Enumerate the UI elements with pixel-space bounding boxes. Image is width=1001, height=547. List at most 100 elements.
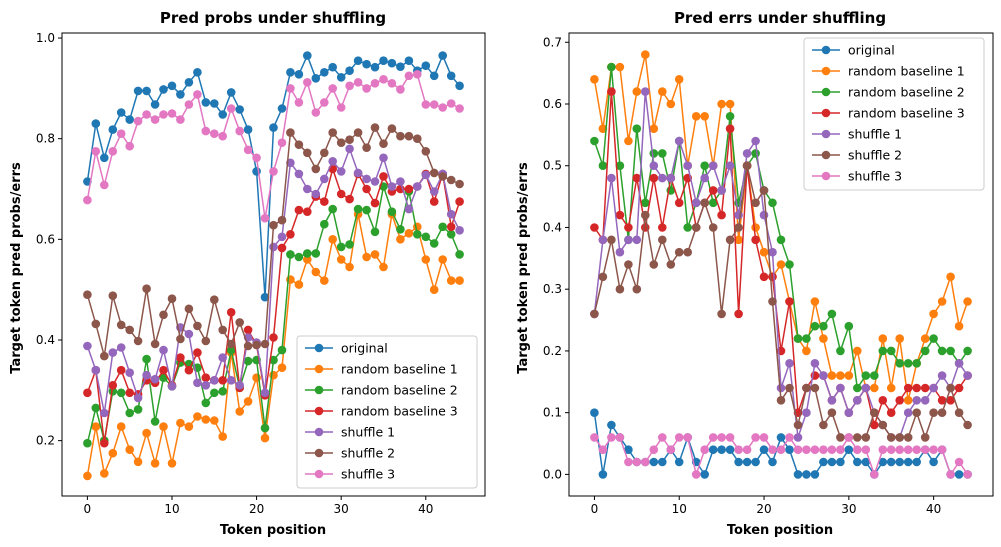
right-data-point	[836, 457, 845, 467]
right-data-point	[912, 457, 921, 467]
left-data-point	[193, 68, 202, 77]
right-data-point	[759, 247, 769, 257]
right-data-point	[895, 445, 904, 455]
left-data-point	[429, 71, 439, 81]
left-data-point	[286, 68, 295, 77]
left-data-point	[269, 333, 278, 342]
right-data-point	[810, 445, 820, 455]
right-data-point	[759, 210, 769, 220]
right-data-point	[819, 420, 828, 430]
right-series-shuffle-2	[590, 161, 972, 442]
right-data-point	[878, 445, 888, 455]
right-data-point	[937, 408, 947, 418]
right-data-point	[903, 383, 913, 393]
left-data-point	[320, 197, 329, 206]
left-data-point	[277, 363, 287, 373]
right-data-point	[895, 359, 904, 368]
right-data-point	[598, 272, 608, 282]
right-data-point	[895, 334, 904, 343]
right-data-point	[674, 247, 684, 257]
left-data-point	[387, 79, 397, 88]
left-data-point	[243, 325, 253, 335]
right-data-point	[802, 346, 811, 356]
right-data-point	[717, 433, 726, 442]
left-x-axis-label: Token position	[220, 523, 326, 538]
left-data-point	[345, 66, 354, 75]
right-data-point	[920, 346, 930, 356]
right-data-point	[785, 383, 794, 393]
right-data-point	[963, 420, 972, 430]
left-data-point	[108, 147, 118, 156]
left-data-point	[446, 276, 456, 285]
right-data-point	[827, 445, 837, 455]
right-data-point	[853, 433, 862, 442]
left-data-point	[133, 457, 143, 467]
right-axes-frame	[568, 32, 994, 497]
left-data-point	[429, 285, 439, 295]
right-data-point	[954, 359, 964, 368]
right-data-point	[708, 445, 718, 455]
right-data-point	[886, 445, 896, 455]
left-data-point	[108, 291, 118, 301]
right-data-point	[666, 445, 676, 455]
right-data-point	[708, 433, 718, 442]
left-data-point	[421, 100, 431, 109]
right-data-point	[751, 149, 760, 158]
left-data-point	[286, 84, 295, 93]
right-data-point	[768, 272, 777, 282]
left-data-point	[125, 368, 134, 378]
right-data-point	[836, 445, 845, 455]
left-data-point	[421, 255, 431, 264]
left-data-point	[108, 348, 118, 357]
left-data-point	[294, 140, 304, 149]
left-data-point	[446, 222, 456, 232]
left-data-point	[193, 348, 202, 357]
right-data-point	[802, 445, 811, 455]
right-data-point	[819, 321, 828, 331]
right-data-point	[674, 433, 684, 442]
left-data-point	[362, 205, 371, 215]
left-data-point	[218, 387, 227, 396]
right-data-point	[776, 235, 786, 245]
right-data-point	[819, 457, 828, 467]
right-series-line	[593, 436, 969, 478]
left-data-point	[133, 405, 143, 414]
right-data-point	[717, 309, 726, 319]
right-data-point	[717, 186, 726, 195]
left-data-point	[345, 240, 354, 249]
left-data-point	[404, 229, 414, 238]
right-data-point	[742, 445, 752, 455]
left-data-point	[311, 108, 321, 117]
right-data-point	[607, 433, 616, 442]
right-data-point	[590, 136, 599, 146]
right-data-point	[836, 346, 845, 356]
right-legend-item: original	[812, 43, 895, 58]
right-data-point	[649, 124, 659, 133]
right-data-point	[624, 235, 633, 245]
left-data-point	[455, 250, 464, 259]
right-data-point	[607, 87, 616, 96]
left-data-point	[210, 376, 219, 385]
right-legend-swatch-marker	[821, 129, 831, 139]
left-data-point	[83, 341, 92, 351]
right-data-point	[946, 396, 955, 405]
right-data-point	[725, 99, 735, 109]
left-data-point	[438, 103, 448, 112]
left-legend-label: random baseline 3	[341, 404, 458, 419]
left-data-point	[387, 182, 397, 191]
left-data-point	[303, 255, 312, 264]
left-data-point	[455, 104, 464, 113]
right-data-point	[683, 433, 692, 442]
right-data-point	[853, 396, 862, 405]
left-data-point	[167, 294, 177, 304]
right-data-point	[963, 346, 972, 356]
right-legend-item: random baseline 1	[812, 64, 965, 79]
right-data-point	[649, 457, 659, 467]
left-data-point	[362, 84, 371, 93]
left-data-point	[83, 471, 92, 481]
left-data-point	[328, 157, 338, 166]
left-data-point	[379, 75, 388, 84]
right-x-tick-label: 0	[591, 502, 599, 516]
right-data-point	[590, 408, 599, 418]
left-data-point	[176, 115, 185, 124]
